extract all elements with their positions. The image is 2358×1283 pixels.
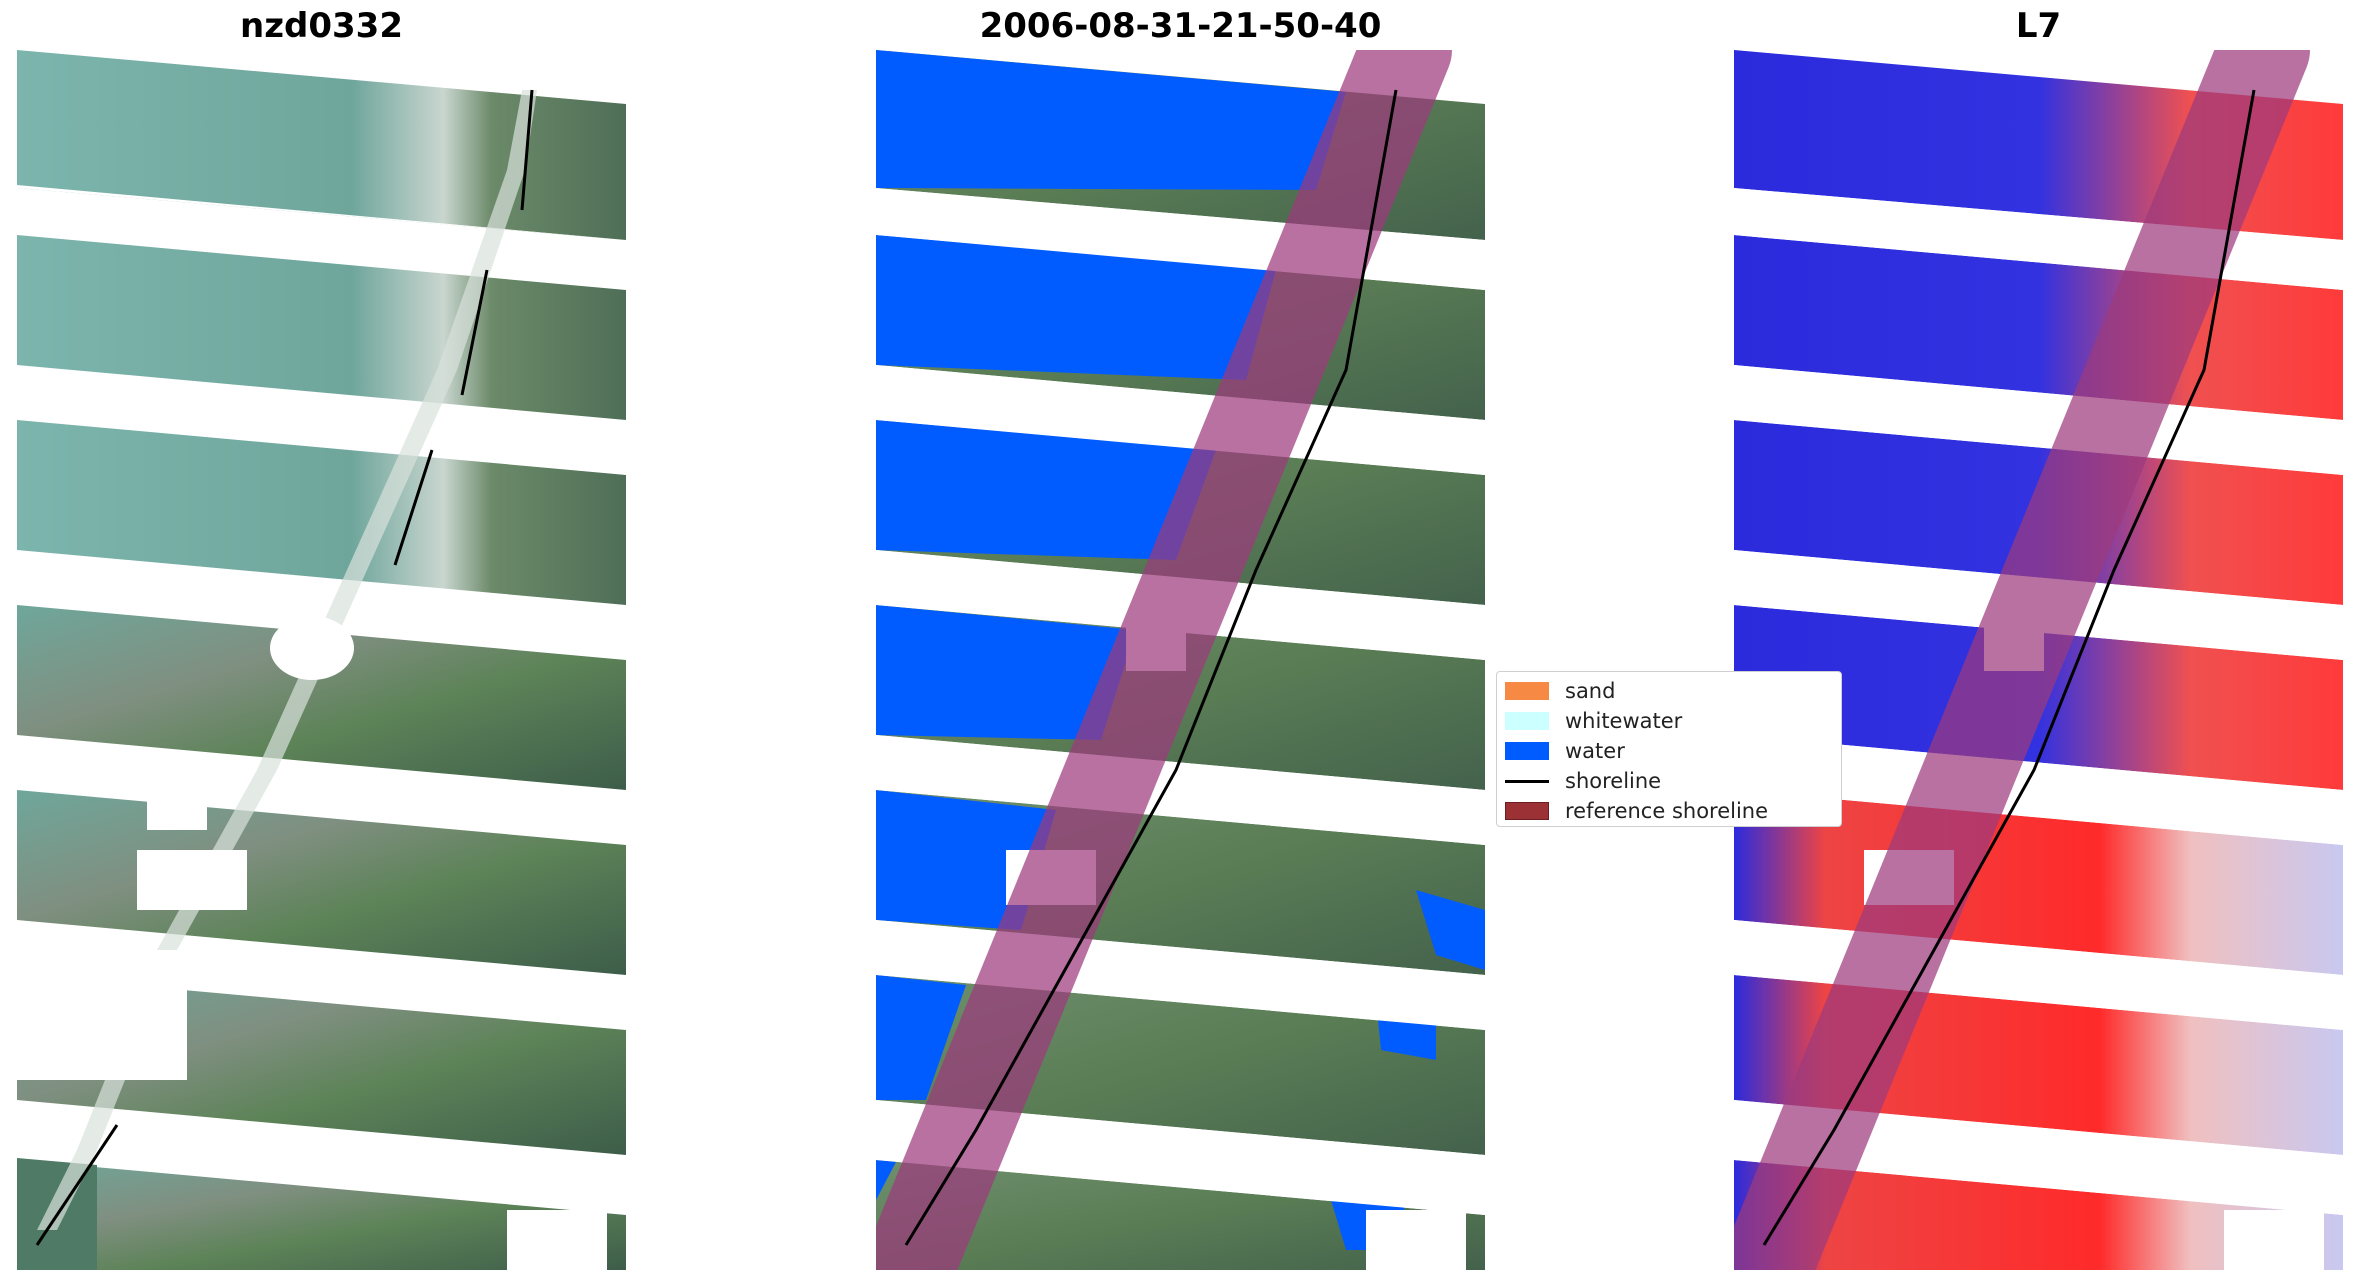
legend-label: reference shoreline [1565,799,1769,823]
panel-title-rgb: nzd0332 [240,6,403,46]
reference-shoreline-buffer [876,50,1452,1270]
legend: sand whitewater water shoreline referenc… [1496,671,1842,827]
legend-label: water [1565,739,1625,763]
legend-swatch-water [1505,742,1549,760]
shoreline-line [904,89,1398,1246]
legend-swatch-sand [1505,682,1549,700]
panel-title-index: L7 [2015,6,2062,46]
legend-swatch-whitewater [1505,712,1549,730]
legend-item-shoreline: shoreline [1505,768,1661,794]
legend-label: sand [1565,679,1616,703]
rgb-image-panel [17,50,626,1270]
beach-band [37,90,537,1230]
legend-item-reference-shoreline: reference shoreline [1505,798,1768,824]
shoreline-line [1762,89,2256,1246]
legend-item-sand: sand [1505,678,1615,704]
cloud-mask [270,616,354,680]
legend-item-water: water [1505,738,1625,764]
legend-swatch-shoreline [1505,779,1549,783]
legend-label: shoreline [1565,769,1662,793]
legend-label: whitewater [1565,709,1683,733]
reference-shoreline-buffer [1734,50,2310,1270]
panel-title-classified: 2006-08-31-21-50-40 [979,6,1382,46]
water-class-regions [876,50,1485,1250]
shoreline-line [35,89,534,1246]
legend-swatch-reference-shoreline [1505,802,1549,820]
classified-image-panel [876,50,1485,1270]
legend-item-whitewater: whitewater [1505,708,1682,734]
index-image-panel [1734,50,2343,1270]
